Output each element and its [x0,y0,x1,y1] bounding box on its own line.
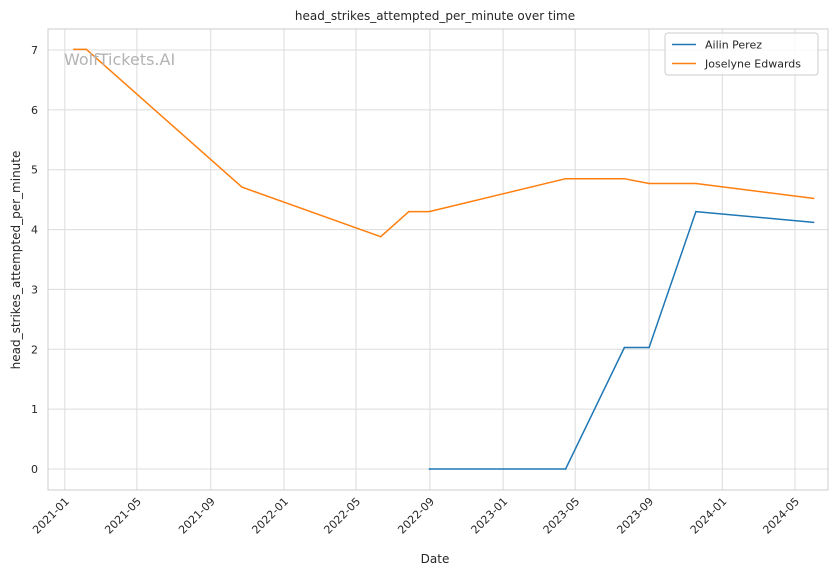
data-point-ailin-perez [812,221,815,224]
y-axis-title: head_strikes_attempted_per_minute [9,151,23,370]
y-tick-label: 7 [31,44,38,57]
y-tick-label: 3 [31,283,38,296]
data-point-ailin-perez [648,346,650,349]
y-tick-label: 1 [31,403,38,416]
data-point-joselyne-edwards [408,210,410,213]
y-tick-label: 5 [31,164,38,177]
plot-frame [47,28,829,491]
y-tick-label: 0 [31,463,38,476]
data-point-ailin-perez [695,210,697,213]
data-point-joselyne-edwards [812,197,815,200]
y-tick-label: 4 [31,224,38,237]
data-point-joselyne-edwards [623,177,626,180]
legend: Ailin Perez Joselyne Edwards [664,32,819,76]
y-tick-label: 2 [31,343,38,356]
data-point-ailin-perez [428,468,431,470]
data-point-joselyne-edwards [241,186,243,188]
data-point-joselyne-edwards [73,48,75,51]
x-axis-title: Date [421,552,450,566]
watermark-text: WolfTickets.AI [64,50,175,69]
data-point-joselyne-edwards [379,235,382,238]
data-point-joselyne-edwards [695,182,697,185]
legend-box [664,32,819,76]
legend-label-joselyne-edwards: Joselyne Edwards [704,58,801,71]
series-line-ailin-perez [429,210,814,470]
legend-label-ailin-perez: Ailin Perez [705,39,762,52]
data-point-joselyne-edwards [428,210,431,213]
y-tick-label: 6 [31,104,38,117]
data-point-joselyne-edwards [648,182,650,185]
data-point-joselyne-edwards [85,48,88,51]
data-point-ailin-perez [623,346,626,349]
y-axis-ticks: 0 1 2 3 4 5 6 7 [31,44,38,476]
data-point-joselyne-edwards [564,177,567,180]
series-lines [73,48,815,470]
chart-title: head_strikes_attempted_per_minute over t… [295,9,575,23]
grid [48,29,828,490]
data-point-ailin-perez [564,468,567,470]
